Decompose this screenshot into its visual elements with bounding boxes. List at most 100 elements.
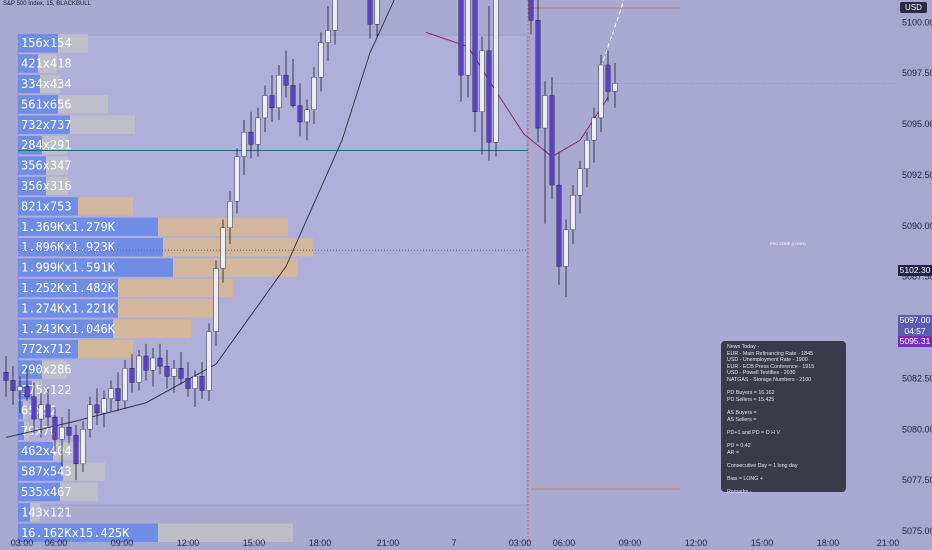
volume-profile-label: 156x154 [21,36,72,50]
price-axis-label: 5097.50 [902,68,932,78]
volume-profile-sell-bar [113,319,191,338]
fvg-zone-label: PSC ZONE (LONG) [770,241,806,246]
projection-path [600,0,624,68]
volume-profile-buy-bar [18,217,158,236]
candle-body [479,50,485,112]
time-axis-label: 21:00 [377,538,400,548]
volume-profile-buy-bar [18,523,158,542]
volume-profile-sell-bar [46,156,68,175]
candle-body [52,416,58,440]
candle-body [66,427,72,436]
candle-body [472,0,478,112]
price-tag-fvg: 5102.30 [898,265,932,276]
volume-profile-label: 1.243Kx1.046K [21,322,116,336]
candle-body [157,357,163,367]
currency-badge[interactable]: USD [900,2,927,13]
candle-body [3,372,9,381]
volume-profile-label: 821x753 [21,199,72,213]
notes-line: USD - Powell Testifies - 2030 [727,370,796,377]
volume-profile-buy-bar [18,503,30,522]
volume-profile-label: 334x434 [21,77,72,91]
candle-body [584,140,590,169]
volume-profile-sell-bar [32,380,42,400]
candle-body [458,0,464,76]
candle-body [31,396,37,420]
volume-profile-label: 561x656 [21,97,72,111]
candle-body [150,357,156,371]
candle-body [136,355,142,383]
candle-body [199,376,205,391]
time-axis-label: 7 [451,538,456,548]
notes-line: Consecutive Day = 1 long day [727,462,798,469]
volume-profile-label: 1.999Kx1.591K [21,261,116,275]
notes-line [727,456,840,463]
candle-body [129,368,135,383]
candle-body [255,117,261,145]
time-axis-label: 15:00 [751,538,774,548]
notes-line [727,482,840,489]
candle-body [108,388,114,399]
candle-body [528,0,534,21]
volume-profile-buy-bar [18,401,23,420]
candle-body [486,50,492,143]
price-axis-label: 5100.00 [902,17,932,27]
candle-body [290,85,296,106]
volume-profile-buy-bar [18,115,70,134]
candle-body [325,30,331,43]
candle-body [493,0,499,143]
volume-profile-label: 143x121 [21,505,72,519]
notes-line [727,384,840,391]
candle-body [171,368,177,377]
candle-body [262,95,268,119]
volume-profile-buy-bar [18,278,118,298]
notes-line: EUR - ECB Press Conference - 1915 [727,363,815,370]
price-axis-label: 5082.50 [902,373,932,383]
volume-profile-label: 1.274Kx1.221K [21,301,116,315]
candle-body [605,64,611,92]
candle-body [38,404,44,420]
candle-body [192,376,198,389]
slow-moving-average [5,0,395,438]
candle-body [115,388,121,401]
volume-profile-sell-bar [118,278,233,298]
volume-profile-label: 421x418 [21,57,72,71]
candle-body [213,268,219,332]
volume-profile-label: 1.896Kx1.923K [21,240,116,254]
volume-profile-sell-bar [58,34,88,53]
time-axis-label: 15:00 [243,538,266,548]
candle-body [318,42,324,78]
time-axis-label: 18:00 [309,538,332,548]
notes-line: PD Sellers = 15.425 [727,396,775,403]
volume-profile-sell-bar [63,462,105,481]
candle-body [206,331,212,391]
notes-line: EUR - Main Refinancing Rate - 1845 [727,350,813,357]
current-price-value: 5097.00 [899,315,931,325]
volume-profile-buy-bar [18,54,38,73]
candle-body [374,0,380,25]
notes-line: AS Buyers = [727,409,757,416]
volume-profile-sell-bar [38,54,57,73]
volume-profile-buy-bar [18,360,42,379]
volume-profile-sell-bar [118,299,213,318]
notes-line: PD = 0.42 [727,442,751,449]
notes-line: NATGAS - Storage Numbers - 2100 [727,376,812,383]
candle-body [122,368,128,401]
price-tag-current: 5097.00 04:57 [898,315,932,337]
notes-line: AS Sellers = [727,416,757,423]
candle-body [45,404,51,418]
price-axis-label: 5090.00 [902,221,932,231]
candle-body [10,380,16,391]
volume-profile-sell-bar [42,360,67,379]
price-axis-label: 5095.00 [902,119,932,129]
time-axis-label: 21:00 [877,538,900,548]
time-axis-background [0,542,932,550]
volume-profile-buy-bar [18,156,46,175]
candle-body [612,83,618,92]
volume-profile-buy-bar [18,74,40,94]
volume-profile-label: 356x316 [21,179,72,193]
candle-body [24,386,30,397]
volume-profile-buy-bar [18,197,78,216]
candle-body [234,156,240,202]
volume-profile-label: 1.369Kx1.279K [21,220,116,234]
price-axis-label: 5080.00 [902,424,932,434]
